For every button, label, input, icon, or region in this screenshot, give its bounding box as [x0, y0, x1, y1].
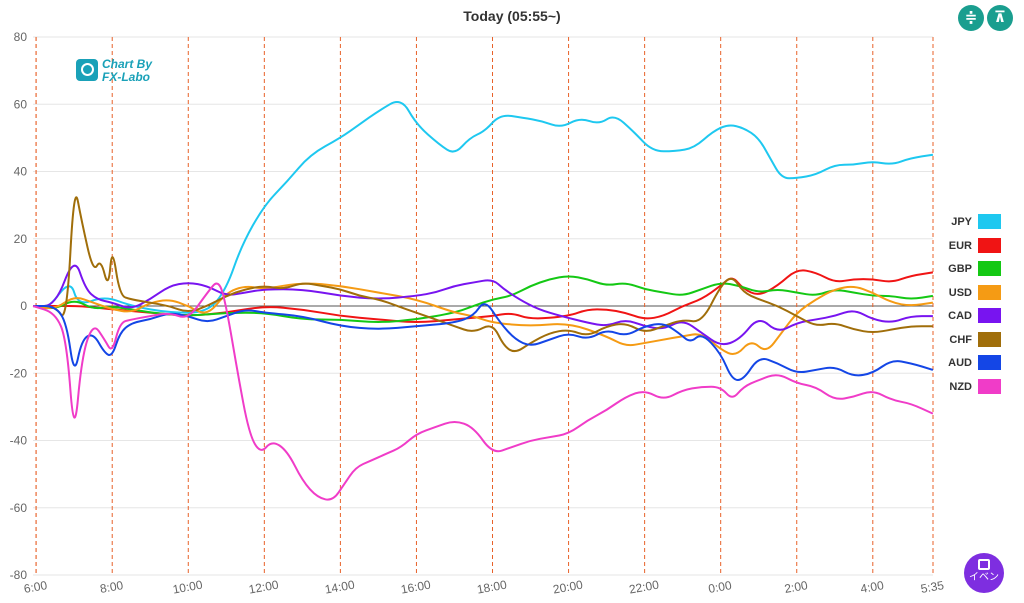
magnifier-icon: [76, 59, 98, 81]
chart-title: Today (05:55~): [463, 8, 561, 24]
x-tick-label: 2:00: [783, 578, 809, 596]
y-tick-label: -60: [10, 501, 28, 515]
legend-item-usd[interactable]: USD: [944, 284, 1024, 308]
legend-item-aud[interactable]: AUD: [944, 354, 1024, 378]
legend-label: NZD: [949, 380, 972, 393]
series-line-cad: [33, 264, 933, 346]
legend-label: AUD: [948, 357, 972, 369]
logo-line2: FX-Labo: [102, 70, 150, 84]
series-line-nzd: [32, 282, 934, 501]
legend-label: JPY: [951, 216, 972, 228]
y-tick-label: -40: [10, 434, 28, 448]
grid: [33, 36, 933, 576]
x-tick-label: 5:35: [920, 578, 946, 596]
series-line-jpy: [32, 101, 934, 314]
x-tick-label: 10:00: [172, 578, 204, 597]
legend: JPY EUR GBP USD CAD CHF AUD NZD: [944, 213, 1024, 401]
expand-vertical-icon: ⊼: [993, 9, 1007, 26]
y-tick-label: 0: [20, 299, 27, 313]
legend-swatch: [978, 378, 1001, 394]
y-tick-label: 80: [14, 30, 28, 44]
x-tick-label: 22:00: [628, 578, 660, 597]
logo-line1: Chart By: [102, 57, 153, 71]
compress-vertical-icon: ≑: [964, 9, 978, 26]
time-gridlines: [35, 37, 934, 575]
expand-vertical-button[interactable]: ⊼: [987, 5, 1013, 31]
series-line-gbp: [32, 275, 934, 323]
y-axis: 80 60 40 20 0 -20 -40 -60 -80: [10, 30, 28, 582]
calendar-icon: [978, 559, 990, 570]
logo: Chart By FX-Labo: [76, 57, 168, 85]
legend-label: CHF: [949, 333, 972, 346]
legend-item-jpy[interactable]: JPY: [944, 213, 1024, 237]
x-axis: 6:00 8:00 10:00 12:00 14:00 16:00 18:00 20:00 22…: [23, 578, 946, 597]
legend-swatch: [978, 237, 1001, 253]
x-tick-label: 20:00: [552, 578, 584, 597]
legend-swatch: [978, 355, 1001, 370]
legend-label: USD: [948, 286, 972, 299]
x-tick-label: 18:00: [476, 578, 508, 597]
legend-label: EUR: [948, 239, 972, 252]
legend-swatch: [978, 261, 1001, 276]
x-tick-label: 14:00: [324, 578, 356, 597]
legend-label: GBP: [948, 263, 972, 275]
legend-item-chf[interactable]: CHF: [944, 331, 1024, 355]
series-lines: [32, 101, 934, 501]
legend-swatch: [978, 331, 1001, 347]
y-tick-label: 40: [14, 165, 28, 179]
y-tick-label: -20: [10, 366, 28, 380]
event-button[interactable]: イベン: [964, 553, 1004, 593]
legend-swatch: [978, 284, 1001, 300]
x-tick-label: 6:00: [23, 578, 49, 596]
series-line-chf: [33, 196, 933, 353]
series-line-aud: [33, 303, 934, 381]
x-tick-label: 12:00: [248, 578, 280, 597]
legend-label: CAD: [948, 310, 972, 322]
series-line-usd: [32, 282, 934, 356]
y-tick-label: 20: [14, 232, 28, 246]
event-button-label: イベン: [969, 572, 999, 583]
legend-swatch: [978, 214, 1001, 229]
x-tick-label: 4:00: [859, 578, 885, 596]
legend-item-nzd[interactable]: NZD: [944, 378, 1024, 402]
y-tick-label: 60: [14, 97, 28, 111]
compress-vertical-button[interactable]: ≑: [958, 5, 984, 31]
legend-swatch: [978, 308, 1001, 323]
y-tick-label: -80: [10, 568, 28, 582]
legend-item-cad[interactable]: CAD: [944, 307, 1024, 331]
x-tick-label: 0:00: [707, 578, 733, 596]
x-tick-label: 16:00: [400, 578, 432, 597]
legend-item-gbp[interactable]: GBP: [944, 260, 1024, 284]
x-tick-label: 8:00: [99, 578, 125, 596]
legend-item-eur[interactable]: EUR: [944, 237, 1024, 261]
